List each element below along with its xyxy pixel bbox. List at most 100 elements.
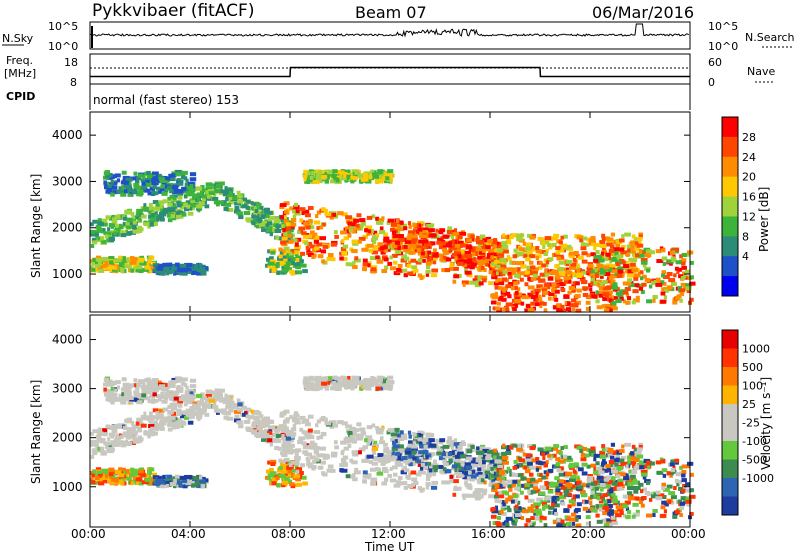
colorbar-segment — [722, 196, 738, 217]
power-cell — [92, 257, 96, 262]
velocity-cell — [599, 487, 604, 492]
power-cell — [551, 269, 559, 274]
power-cell — [448, 232, 454, 237]
power-cell — [524, 270, 530, 275]
power-cell — [391, 236, 398, 241]
velocity-cell — [245, 426, 251, 431]
power-cell — [357, 224, 364, 229]
power-cell — [469, 280, 476, 285]
power-cell — [580, 242, 585, 247]
power-cell — [571, 307, 576, 312]
velocity-cell — [350, 431, 357, 436]
velocity-cell — [187, 420, 194, 425]
power-cell — [303, 209, 310, 214]
velocity-cell — [259, 414, 264, 419]
power-cell — [664, 288, 669, 293]
power-cell — [377, 242, 384, 247]
velocity-cell — [464, 481, 468, 486]
velocity-cell — [520, 443, 525, 448]
velocity-cell — [138, 481, 144, 486]
power-cell — [561, 272, 565, 277]
power-cell — [334, 169, 342, 174]
power-cell — [538, 278, 546, 283]
power-cell — [151, 177, 157, 182]
velocity-cell — [236, 398, 241, 403]
power-cell — [120, 192, 127, 197]
velocity-cell — [424, 442, 432, 447]
power-cell — [177, 195, 183, 200]
power-cell — [482, 243, 487, 248]
power-cell — [137, 225, 143, 230]
velocity-cell — [295, 477, 301, 482]
power-cell — [350, 175, 355, 180]
velocity-cell — [407, 484, 414, 489]
power-cell — [213, 193, 217, 198]
power-cell — [284, 209, 289, 214]
velocity-cell — [97, 481, 105, 486]
velocity-cell — [579, 489, 586, 494]
power-cell — [459, 243, 467, 248]
power-cell — [390, 227, 396, 232]
power-cell — [468, 258, 472, 263]
velocity-cell — [125, 418, 132, 423]
velocity-cell — [457, 445, 463, 450]
velocity-cell — [165, 383, 171, 388]
power-cell — [152, 200, 159, 205]
power-cell — [118, 186, 124, 191]
power-cell — [114, 173, 121, 178]
power-cell — [607, 290, 613, 295]
power-cell — [676, 269, 680, 274]
power-cell — [574, 302, 579, 307]
power-cell — [504, 291, 511, 296]
power-cell — [317, 170, 322, 175]
velocity-cell — [295, 469, 300, 474]
velocity-cell — [381, 379, 387, 384]
power-cell — [453, 250, 460, 255]
power-cell — [556, 307, 563, 312]
velocity-cell — [470, 474, 477, 479]
velocity-cell — [335, 385, 340, 390]
velocity-cell — [537, 508, 542, 513]
velocity-cell — [450, 439, 457, 444]
power-cell — [674, 296, 680, 301]
power-cell — [507, 294, 512, 299]
velocity-cell — [574, 507, 581, 512]
power-cell — [401, 255, 406, 260]
velocity-cell — [492, 476, 499, 481]
power-cell — [342, 244, 349, 249]
velocity-cell — [395, 428, 400, 433]
velocity-cell — [91, 480, 96, 485]
power-cell — [627, 248, 631, 253]
power-cell — [97, 227, 103, 232]
velocity-cell — [334, 376, 342, 381]
velocity-cell — [475, 458, 482, 463]
power-cell — [153, 222, 159, 227]
power-cell — [450, 229, 457, 234]
velocity-cell — [472, 459, 479, 464]
velocity-cell — [496, 490, 502, 495]
power-cell — [302, 269, 308, 274]
velocity-cell — [378, 427, 385, 432]
power-cell — [321, 174, 328, 179]
power-cell — [660, 291, 666, 296]
power-cell — [165, 271, 169, 276]
power-cell — [537, 265, 543, 270]
power-cell — [560, 235, 564, 240]
power-cell — [512, 285, 518, 290]
power-cell — [101, 222, 107, 227]
velocity-cell — [258, 429, 263, 434]
power-cell — [294, 270, 299, 275]
power-cell — [94, 261, 98, 266]
power-cell — [585, 294, 592, 299]
power-cell — [319, 225, 324, 230]
velocity-cell — [208, 398, 216, 403]
velocity-cell — [344, 385, 349, 390]
velocity-cell — [505, 516, 513, 521]
power-cell — [228, 200, 234, 205]
power-cell — [638, 286, 644, 291]
velocity-cell — [90, 454, 95, 459]
velocity-cell — [154, 380, 159, 385]
velocity-cell — [258, 420, 264, 425]
velocity-cell — [515, 504, 519, 509]
power-cell — [355, 239, 362, 244]
